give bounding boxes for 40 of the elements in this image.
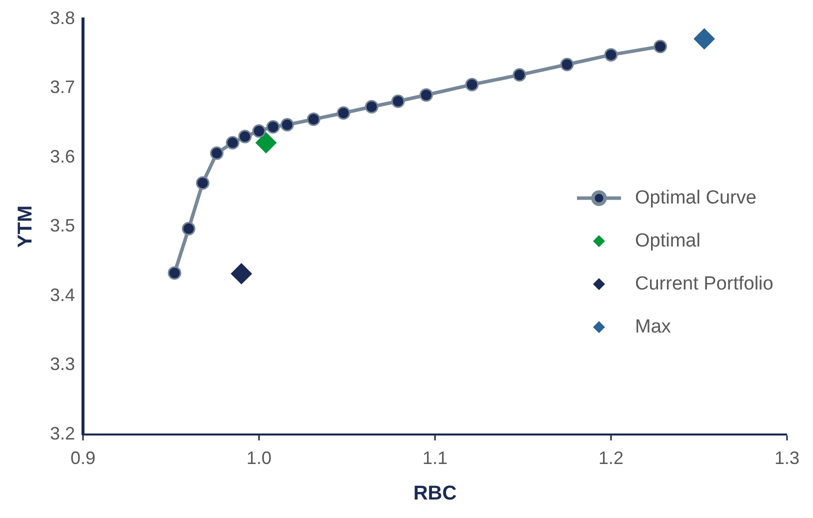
point xyxy=(230,263,252,284)
y-tick-label: 3.8 xyxy=(50,8,76,28)
y-tick-label: 3.6 xyxy=(50,146,76,166)
point xyxy=(512,68,526,82)
point xyxy=(256,132,277,154)
legend-label: Current Portfolio xyxy=(635,273,774,294)
y-tick-label: 3.3 xyxy=(50,354,76,374)
x-tick-label: 1.1 xyxy=(422,448,448,468)
point xyxy=(604,48,618,62)
x-axis-title: RBC xyxy=(413,482,457,505)
point xyxy=(654,40,668,54)
y-tick-label: 3.7 xyxy=(50,77,76,98)
point xyxy=(465,78,479,92)
point xyxy=(694,28,715,50)
y-tick-label: 3.5 xyxy=(50,216,76,236)
point xyxy=(306,112,320,126)
point xyxy=(364,100,378,114)
point xyxy=(196,176,210,190)
legend-label: Optimal xyxy=(635,230,700,252)
point xyxy=(168,266,182,280)
legend-label: Optimal Curve xyxy=(635,187,756,208)
y-tick-label: 3.2 xyxy=(50,423,76,444)
y-tick-label: 3.4 xyxy=(50,284,76,305)
point xyxy=(182,222,196,236)
point xyxy=(280,118,294,132)
point xyxy=(210,146,224,160)
x-tick-label: 1.3 xyxy=(774,448,800,468)
x-tick-label: 1.2 xyxy=(598,448,624,468)
point xyxy=(419,88,433,102)
point xyxy=(560,58,574,72)
point xyxy=(226,136,240,150)
x-tick-label: 1.0 xyxy=(246,448,272,468)
x-tick-label: 0.9 xyxy=(70,448,96,468)
point xyxy=(252,124,266,138)
point xyxy=(391,94,405,108)
point xyxy=(336,106,350,120)
point xyxy=(238,130,252,144)
legend-label: Max xyxy=(635,316,672,338)
point xyxy=(266,120,280,134)
y-axis-title: YTM xyxy=(14,205,37,248)
